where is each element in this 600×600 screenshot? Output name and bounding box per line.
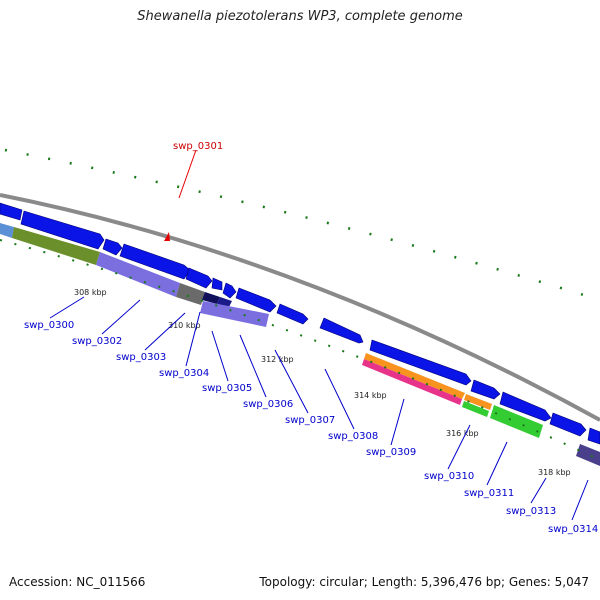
tick-label: 310 kbp — [168, 321, 201, 330]
gene-label-swp_0304[interactable]: swp_0304 — [159, 368, 209, 379]
feature-bar[interactable] — [364, 353, 465, 399]
gene-arrow[interactable] — [235, 287, 277, 313]
gene-label-swp_0301[interactable]: swp_0301 — [173, 141, 223, 152]
genome-backbone — [0, 193, 600, 422]
inner-dotted-arc — [0, 239, 600, 461]
accession-text: Accession: NC_011566 — [9, 575, 146, 589]
gene-label-swp_0306[interactable]: swp_0306 — [243, 399, 293, 410]
gene-labels: swp_0300 swp_0301 swp_0302 swp_0303 swp_… — [24, 141, 598, 535]
gene-label-swp_0314[interactable]: swp_0314 — [548, 524, 598, 535]
gene-label-swp_0305[interactable]: swp_0305 — [202, 383, 252, 394]
gene-arrow[interactable] — [319, 317, 364, 344]
gene-label-swp_0300[interactable]: swp_0300 — [24, 320, 74, 331]
gene-label-swp_0313[interactable]: swp_0313 — [506, 506, 556, 517]
highlight-leader-line — [178, 149, 197, 199]
gene-arrow[interactable] — [369, 339, 472, 386]
outer-dotted-arc — [4, 148, 600, 302]
gene-arrow[interactable] — [222, 282, 237, 299]
feature-bar[interactable] — [490, 405, 543, 438]
label-leader-lines — [49, 296, 589, 521]
tick-label: 314 kbp — [354, 391, 387, 400]
feature-bar[interactable] — [462, 401, 489, 417]
scale-ticks: 308 kbp 310 kbp 312 kbp 314 kbp 316 kbp … — [74, 288, 571, 477]
gene-arrow[interactable] — [549, 412, 587, 437]
gene-label-swp_0310[interactable]: swp_0310 — [424, 471, 474, 482]
gene-arrow[interactable] — [470, 379, 501, 400]
gene-label-swp_0309[interactable]: swp_0309 — [366, 447, 416, 458]
tick-label: 318 kbp — [538, 468, 571, 477]
gene-label-swp_0311[interactable]: swp_0311 — [464, 488, 514, 499]
feature-bar[interactable] — [176, 283, 205, 305]
feature-bar[interactable] — [12, 227, 100, 265]
feature-bar[interactable] — [0, 223, 14, 238]
gene-arrow[interactable] — [276, 303, 309, 325]
gene-arrow[interactable] — [587, 427, 600, 445]
feature-bar[interactable] — [576, 444, 600, 466]
gene-label-swp_0303[interactable]: swp_0303 — [116, 352, 166, 363]
tick-label: 308 kbp — [74, 288, 107, 297]
gene-label-swp_0302[interactable]: swp_0302 — [72, 336, 122, 347]
gene-arrow[interactable] — [211, 277, 223, 291]
map-title: Shewanella piezotolerans WP3, complete g… — [137, 9, 463, 24]
gene-arrow[interactable] — [499, 391, 552, 422]
feature-bar[interactable] — [362, 359, 462, 405]
genome-summary: Topology: circular; Length: 5,396,476 bp… — [259, 575, 589, 589]
gene-label-swp_0308[interactable]: swp_0308 — [328, 431, 378, 442]
gene-arrow[interactable] — [102, 238, 123, 256]
highlight-pointer-icon — [164, 232, 170, 241]
forward-strand-genes — [0, 202, 600, 445]
feature-bar[interactable] — [202, 292, 220, 304]
gene-arrow[interactable] — [20, 210, 105, 250]
tick-label: 316 kbp — [446, 429, 479, 438]
gene-arrow[interactable] — [185, 267, 213, 289]
feature-bar[interactable] — [464, 394, 492, 410]
feature-bar[interactable] — [200, 301, 269, 327]
gene-label-swp_0307[interactable]: swp_0307 — [285, 415, 335, 426]
gene-arrow[interactable] — [0, 202, 23, 221]
tick-label: 312 kbp — [261, 355, 294, 364]
